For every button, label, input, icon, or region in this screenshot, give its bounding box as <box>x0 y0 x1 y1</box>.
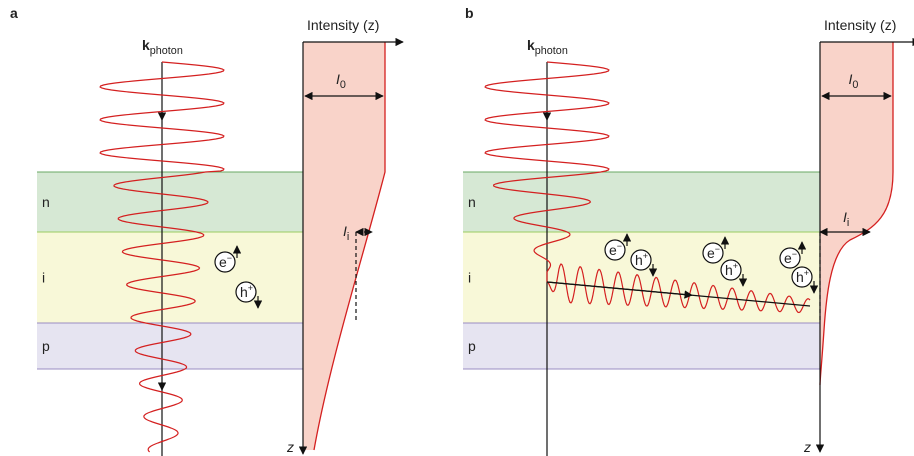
intensity-profile <box>820 42 893 385</box>
layer <box>463 323 820 369</box>
carrier-symbol: e <box>219 254 227 270</box>
figure: nipaIntensity (z)zI0Iikphotone−h+nipbInt… <box>0 0 914 456</box>
carrier-charge: + <box>804 268 809 278</box>
layer <box>37 323 303 369</box>
layer <box>37 232 303 323</box>
z-label: z <box>803 439 811 455</box>
carrier-charge: − <box>227 253 232 263</box>
carrier-charge: − <box>617 241 622 251</box>
intensity-label: Intensity (z) <box>824 17 896 33</box>
layer <box>463 232 820 323</box>
carrier-symbol: e <box>707 245 715 261</box>
k-label-main: k <box>142 37 150 53</box>
k-label-sub: photon <box>150 45 183 57</box>
carrier-symbol: h <box>725 262 733 278</box>
z-label: z <box>286 439 294 455</box>
layer <box>37 172 303 232</box>
intensity-profile <box>303 42 385 450</box>
carrier-symbol: h <box>240 284 248 300</box>
carrier-charge: + <box>248 283 253 293</box>
i0-label-sub: 0 <box>340 79 346 91</box>
carrier-charge: − <box>715 244 720 254</box>
k-label: kphoton <box>527 37 568 57</box>
layer-label: i <box>468 270 471 286</box>
layer-label: p <box>42 338 50 354</box>
layer-label: n <box>42 194 50 210</box>
carrier-charge: + <box>733 261 738 271</box>
k-label-main: k <box>527 37 535 53</box>
ii-label-sub: i <box>847 217 849 229</box>
panel-label: b <box>465 5 474 21</box>
carrier-charge: + <box>643 251 648 261</box>
carrier-symbol: h <box>796 269 804 285</box>
carrier-charge: − <box>792 249 797 259</box>
carrier-symbol: e <box>609 242 617 258</box>
layer-label: p <box>468 338 476 354</box>
ii-label-sub: i <box>347 231 349 243</box>
layer-label: n <box>468 194 476 210</box>
carrier-symbol: h <box>635 252 643 268</box>
k-label-sub: photon <box>535 45 568 57</box>
intensity-label: Intensity (z) <box>307 17 379 33</box>
layer-label: i <box>42 270 45 286</box>
carrier-symbol: e <box>784 250 792 266</box>
k-label: kphoton <box>142 37 183 57</box>
panel-label: a <box>10 5 18 21</box>
i0-label-sub: 0 <box>852 79 858 91</box>
